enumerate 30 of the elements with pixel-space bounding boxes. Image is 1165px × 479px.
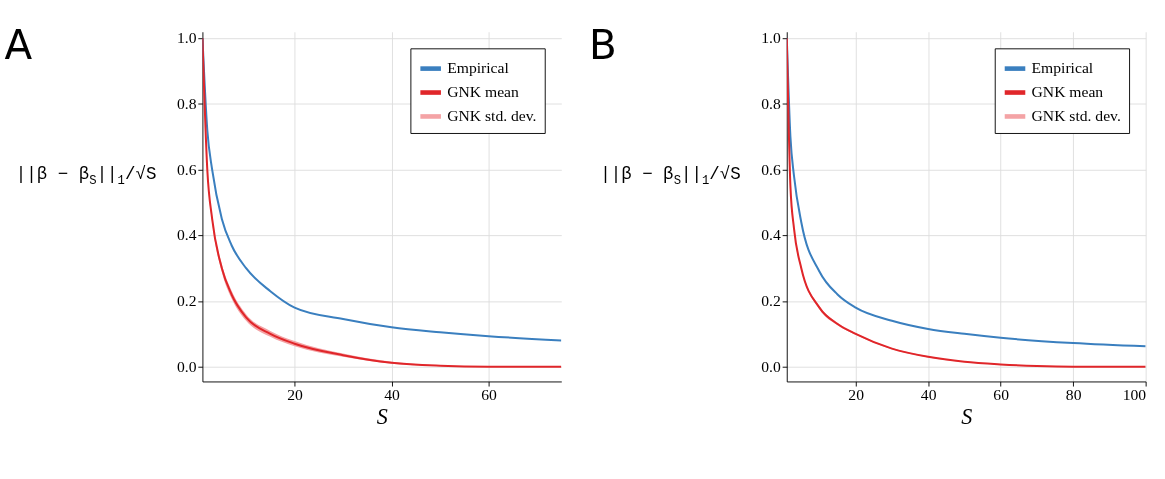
x-tick-label: 40 (920, 386, 937, 404)
y-tick-label: 0.4 (761, 226, 781, 244)
x-tick-label: 60 (993, 386, 1010, 404)
x-tick-label: 20 (287, 386, 304, 404)
legend-label: GNK mean (1031, 83, 1104, 101)
x-axis-title: S (961, 404, 973, 430)
text: B (588, 21, 617, 70)
y-tick-label: 0.2 (176, 292, 197, 310)
legend-label: Empirical (447, 59, 510, 77)
x-tick-label: 100 (1122, 386, 1147, 404)
x-axis-title: S (376, 404, 388, 430)
x-tick-label: 20 (848, 386, 865, 404)
y-tick-label: 0.4 (176, 226, 197, 244)
y-tick-label: 0.8 (176, 95, 197, 113)
y-tick-label: 0.6 (761, 160, 781, 178)
y-tick-label: 0.8 (761, 95, 781, 113)
y-tick-label: 1.0 (761, 29, 781, 47)
y-tick-label: 0.6 (176, 160, 197, 178)
y-tick-label: 0.0 (761, 357, 781, 375)
y-tick-label: 0.2 (761, 292, 781, 310)
legend-label: GNK mean (447, 83, 520, 101)
legend-label: GNK std. dev. (1031, 107, 1121, 125)
legend-label: GNK std. dev. (447, 107, 537, 125)
x-tick-label: 40 (384, 386, 401, 404)
legend-label: Empirical (1031, 59, 1094, 77)
x-tick-label: 80 (1065, 386, 1082, 404)
y-tick-label: 0.0 (176, 357, 197, 375)
x-tick-label: 60 (481, 386, 498, 404)
text: A (4, 21, 33, 70)
y-tick-label: 1.0 (176, 29, 197, 47)
